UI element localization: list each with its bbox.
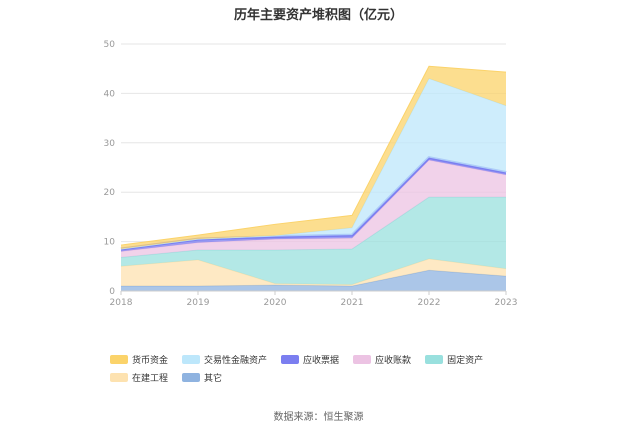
x-tick-label: 2021 — [341, 298, 364, 308]
legend-label: 其它 — [204, 373, 223, 384]
legend-label: 应收账款 — [375, 355, 412, 366]
legend-item[interactable]: 应收账款 — [353, 353, 412, 366]
legend-swatch — [182, 354, 201, 364]
x-tick-label: 2022 — [418, 298, 441, 308]
y-tick-label: 0 — [109, 287, 115, 297]
y-tick-label: 10 — [104, 238, 116, 248]
series-area-5 — [121, 78, 506, 250]
legend: 货币资金 交易性金融资产 应收票据 应收账款 固定资产在建工程 其它 — [110, 353, 550, 384]
legend-item[interactable]: 其它 — [182, 371, 223, 384]
legend-swatch — [110, 354, 128, 364]
y-tick-label: 40 — [104, 89, 116, 99]
legend-item[interactable]: 交易性金融资产 — [182, 353, 268, 366]
series-area-6 — [121, 66, 506, 250]
legend-item[interactable]: 在建工程 — [110, 371, 169, 384]
legend-swatch — [281, 354, 300, 364]
legend-item[interactable]: 应收票据 — [281, 353, 340, 366]
x-tick-label: 2023 — [495, 298, 518, 308]
series-area-4 — [121, 157, 506, 252]
x-tick-label: 2019 — [187, 298, 210, 308]
legend-swatch — [182, 372, 201, 382]
legend-item[interactable]: 固定资产 — [425, 353, 484, 366]
x-tick-label: 2018 — [110, 298, 133, 308]
chart-title: 历年主要资产堆积图（亿元） — [233, 8, 403, 23]
axis-layer: 0 10 20 30 40 50 2018 2019 2020 2021 2022 2023 — [104, 40, 518, 308]
series-line-6 — [120, 65, 507, 246]
legend-label: 固定资产 — [447, 355, 484, 366]
y-tick-label: 30 — [104, 139, 116, 149]
legend-label: 在建工程 — [132, 373, 169, 384]
y-tick-label: 50 — [104, 40, 116, 50]
area-layer — [120, 65, 507, 291]
legend-swatch — [353, 354, 372, 364]
source-note: 数据来源：恒生聚源 — [273, 412, 364, 423]
y-tick-label: 20 — [104, 188, 116, 198]
x-tick-label: 2020 — [264, 298, 287, 308]
legend-label: 应收票据 — [303, 355, 340, 366]
legend-label: 货币资金 — [132, 355, 169, 366]
series-area-3 — [121, 160, 506, 258]
legend-item[interactable]: 货币资金 — [110, 353, 169, 366]
stacked-area-chart: 0 10 20 30 40 50 2018 2019 2020 2021 2022 2023 — [104, 40, 518, 308]
legend-swatch — [425, 354, 444, 364]
series-area-2 — [121, 197, 506, 285]
legend-label: 交易性金融资产 — [204, 355, 268, 366]
legend-swatch — [110, 372, 128, 382]
